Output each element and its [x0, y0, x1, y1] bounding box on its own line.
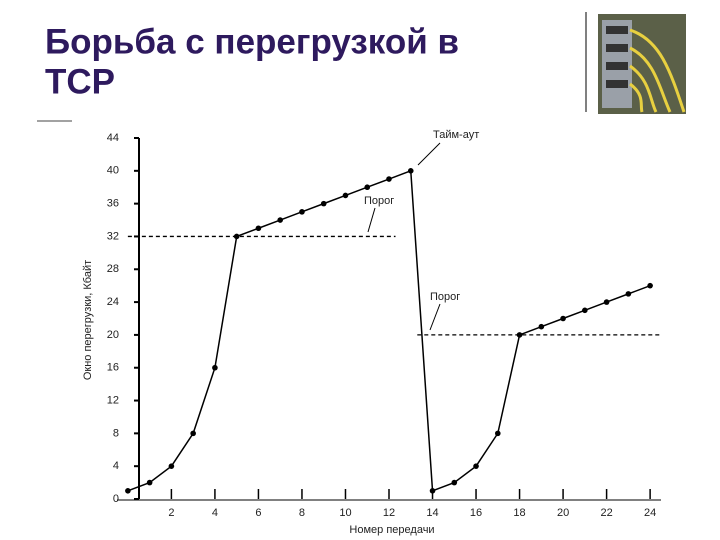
data-point: [560, 315, 566, 322]
data-point: [407, 168, 414, 174]
data-point: [233, 233, 240, 240]
y-tick-label: 28: [107, 263, 119, 275]
x-tick-label: 2: [168, 507, 174, 519]
x-tick-label: 22: [600, 507, 612, 519]
y-tick-label: 40: [107, 165, 119, 177]
data-point: [429, 487, 436, 494]
data-point: [647, 282, 653, 289]
arrow: [417, 142, 441, 166]
x-tick-label: 12: [383, 507, 395, 519]
data-point: [190, 430, 196, 437]
data-point: [516, 332, 523, 338]
y-tick-label: 12: [107, 394, 119, 406]
x-tick-label: 20: [557, 507, 569, 519]
y-tick-label: 4: [113, 460, 119, 472]
x-tick-label: 6: [255, 507, 261, 519]
data-point: [342, 192, 349, 199]
photo: [598, 14, 686, 114]
data-point: [473, 463, 479, 469]
data-point: [495, 430, 501, 437]
arrow: [367, 207, 376, 233]
data-point: [212, 364, 218, 371]
y-tick-label: 36: [107, 198, 119, 210]
x-axis-label: Номер передачи: [349, 524, 434, 536]
data-point: [364, 184, 371, 191]
slide-title: Борьба с перегрузкой в: [45, 22, 459, 61]
data-point: [125, 487, 131, 494]
x-tick-label: 16: [470, 507, 482, 519]
data-point: [146, 479, 153, 486]
data-point: [538, 323, 545, 330]
data-point: [320, 200, 327, 207]
x-tick-label: 8: [299, 507, 305, 519]
data-point: [277, 217, 284, 223]
arrow: [429, 303, 441, 331]
series-line: [127, 169, 651, 492]
data-point: [451, 479, 458, 486]
y-tick-label: 24: [107, 296, 119, 308]
x-tick-label: 4: [212, 507, 218, 519]
y-tick-label: 16: [107, 362, 119, 374]
data-point: [299, 209, 305, 215]
x-tick-label: 14: [426, 507, 438, 519]
data-point: [603, 299, 610, 305]
y-tick-label: 8: [113, 427, 119, 439]
data-point: [386, 176, 392, 182]
y-tick-label: 20: [107, 329, 119, 341]
data-point: [255, 225, 262, 232]
x-tick-label: 10: [339, 507, 351, 519]
y-tick-label: 44: [107, 132, 119, 144]
y-tick-label: 32: [107, 230, 119, 242]
y-axis-label: Окно перегрузки, Кбайт: [82, 260, 94, 380]
data-point: [625, 291, 632, 297]
x-tick-label: 18: [513, 507, 525, 519]
annotation: Тайм-аут: [433, 129, 479, 141]
data-point: [582, 307, 588, 314]
slide-title: TCP: [45, 62, 115, 101]
data-point: [168, 463, 175, 469]
y-tick-label: 0: [113, 493, 119, 505]
annotation: Порог: [364, 195, 394, 207]
x-tick-label: 24: [644, 507, 656, 519]
annotation: Порог: [430, 291, 460, 303]
